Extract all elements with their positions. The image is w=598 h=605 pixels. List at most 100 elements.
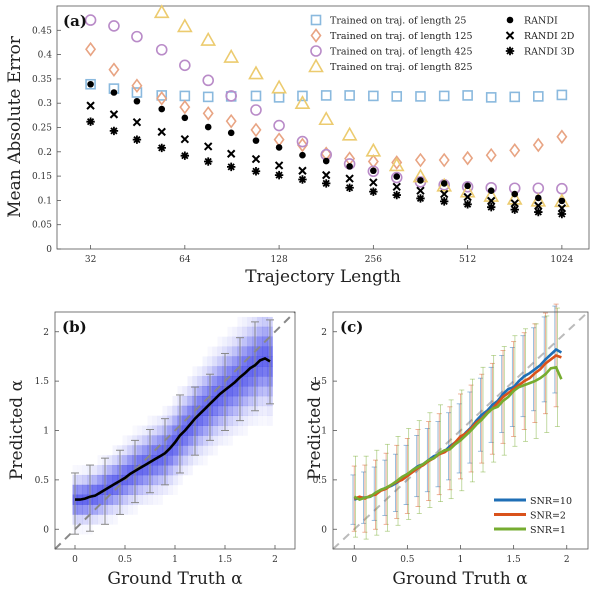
a-point-x bbox=[416, 186, 425, 195]
a-point-diamond bbox=[438, 152, 450, 168]
a-point-square bbox=[320, 90, 332, 101]
heatmap-cell bbox=[133, 426, 138, 436]
heatmap-cell bbox=[142, 425, 148, 436]
a-ytick-label: 0 bbox=[46, 245, 52, 255]
a-point-asterisk bbox=[226, 162, 236, 172]
heatmap-cell bbox=[167, 415, 173, 426]
heatmap-cell bbox=[217, 386, 223, 397]
heatmap-cell bbox=[127, 455, 133, 466]
heatmap-cell bbox=[187, 376, 193, 387]
heatmap-cell bbox=[112, 504, 118, 515]
a-point-square bbox=[297, 90, 308, 102]
a-point-x bbox=[86, 101, 95, 110]
heatmap-cell bbox=[167, 405, 173, 416]
heatmap-cell bbox=[232, 395, 238, 407]
heatmap-cell bbox=[112, 445, 118, 456]
a-point-x bbox=[439, 189, 449, 199]
heatmap-cell bbox=[242, 326, 248, 337]
heatmap-cell bbox=[207, 366, 213, 377]
heatmap-cell bbox=[92, 465, 98, 476]
a-point-asterisk bbox=[274, 170, 284, 180]
panel-c-label: (c) bbox=[340, 318, 363, 336]
heatmap-cell bbox=[167, 474, 173, 486]
a-point-triangle bbox=[341, 126, 358, 141]
heatmap-cell bbox=[137, 465, 143, 476]
heatmap-cell bbox=[97, 474, 103, 486]
heatmap-cell bbox=[247, 346, 253, 357]
a-point-dot bbox=[393, 173, 401, 180]
heatmap-cell bbox=[157, 425, 163, 436]
a-point-dot bbox=[322, 157, 330, 165]
heatmap-cell bbox=[157, 474, 163, 486]
heatmap-cell bbox=[217, 356, 223, 367]
heatmap-cell bbox=[127, 484, 133, 495]
heatmap-cell bbox=[227, 336, 233, 347]
b-ytick-label: 1 bbox=[43, 427, 49, 437]
panel-a-frame bbox=[56, 5, 590, 250]
heatmap-cell bbox=[242, 376, 248, 387]
heatmap-cell bbox=[232, 425, 238, 436]
heatmap-cell bbox=[182, 435, 188, 446]
b-ytick-label: 0.5 bbox=[35, 476, 50, 486]
heatmap-cell bbox=[187, 435, 193, 446]
heatmap-cell bbox=[192, 376, 198, 387]
a-point-asterisk bbox=[132, 135, 142, 144]
panel-a-legend: Trained on traj. of length 25 Trained on … bbox=[308, 14, 575, 73]
heatmap-cell bbox=[217, 395, 223, 407]
a-point-circle bbox=[202, 74, 215, 87]
heatmap-cell bbox=[257, 316, 263, 328]
heatmap-cell bbox=[257, 336, 263, 347]
heatmap-cell bbox=[258, 416, 263, 426]
heatmap-cell bbox=[137, 494, 143, 505]
a-point-asterisk bbox=[557, 209, 567, 219]
b-ytick-label: 2 bbox=[43, 328, 49, 338]
heatmap-cell bbox=[77, 465, 83, 476]
a-point-diamond bbox=[532, 137, 544, 153]
heatmap-cell bbox=[212, 346, 218, 357]
a-point-triangle bbox=[223, 48, 240, 63]
heatmap-cell bbox=[147, 494, 153, 505]
b-ytick-label: 0 bbox=[43, 525, 49, 535]
heatmap-cell bbox=[197, 395, 203, 407]
a-point-diamond bbox=[462, 150, 474, 166]
heatmap-cell bbox=[82, 524, 88, 535]
heatmap-cell bbox=[202, 415, 208, 426]
c-xtick-label: 1.5 bbox=[506, 555, 521, 565]
a-point-dot bbox=[346, 163, 353, 170]
heatmap-cell bbox=[262, 395, 268, 407]
c-ytick-label: 0 bbox=[321, 525, 327, 535]
a-point-dot bbox=[440, 180, 448, 187]
heatmap-cell bbox=[217, 415, 223, 426]
a-ytick-label: 0.1 bbox=[38, 196, 52, 206]
heatmap-cell bbox=[217, 435, 223, 446]
heatmap-cell bbox=[152, 484, 158, 495]
heatmap-cell bbox=[167, 425, 173, 436]
heatmap-cell bbox=[142, 474, 148, 486]
heatmap-cell bbox=[197, 415, 203, 426]
heatmap-cell bbox=[162, 484, 168, 495]
heatmap-cell bbox=[232, 336, 238, 347]
heatmap-cell bbox=[152, 494, 158, 505]
heatmap-cell bbox=[107, 494, 113, 505]
c-ytick-label: 1.5 bbox=[313, 377, 328, 387]
heatmap-cell bbox=[197, 386, 203, 397]
heatmap-cell bbox=[262, 316, 268, 328]
heatmap-cell bbox=[257, 386, 263, 397]
a-point-dot bbox=[110, 89, 118, 96]
a-point-circle bbox=[155, 43, 168, 56]
a-point-dot bbox=[558, 197, 566, 205]
a-point-triangle bbox=[365, 142, 382, 157]
heatmap-cell bbox=[227, 435, 233, 446]
heatmap-cell bbox=[157, 445, 163, 456]
a-point-diamond bbox=[225, 113, 237, 129]
heatmap-cell bbox=[197, 405, 203, 416]
a-point-asterisk bbox=[369, 187, 378, 196]
a-point-dot bbox=[252, 137, 260, 144]
heatmap-cell bbox=[217, 425, 223, 436]
heatmap-cell bbox=[237, 316, 243, 328]
heatmap-cell bbox=[127, 465, 133, 476]
error-bar bbox=[266, 319, 274, 405]
heatmap-cell bbox=[112, 474, 118, 486]
b-xtick-label: 1 bbox=[172, 555, 178, 565]
